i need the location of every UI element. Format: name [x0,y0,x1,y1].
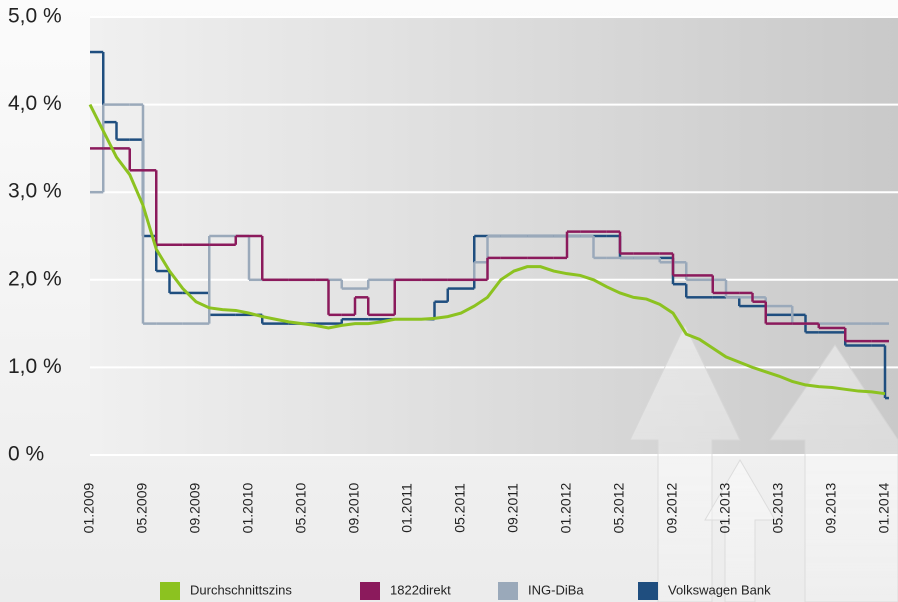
x-tick-label: 01.2010 [240,482,256,533]
x-tick-label: 09.2012 [664,482,680,533]
decorative-arrows [629,323,898,602]
x-tick-label: 05.2009 [134,482,150,533]
y-tick-label: 4,0 % [8,92,62,115]
x-tick-label: 05.2010 [293,482,309,533]
legend-swatch [360,582,380,600]
x-tick-label: 01.2013 [717,482,733,533]
legend-label: Volkswagen Bank [668,582,771,597]
y-tick-label: 1,0 % [8,355,62,378]
legend-swatch [638,582,658,600]
arrow-shape [769,344,898,602]
x-tick-label: 05.2013 [770,482,786,533]
legend-label: ING-DiBa [528,582,584,597]
x-tick-label: 09.2010 [346,482,362,533]
x-tick-label: 01.2012 [558,482,574,533]
line-series [88,103,886,396]
y-tick-label: 3,0 % [8,180,62,203]
x-tick-label: 09.2009 [187,482,203,533]
arrow-shape [704,459,776,602]
x-tick-label: 09.2013 [823,482,839,533]
legend-label: Durchschnittszins [190,582,292,597]
y-tick-label: 5,0 % [8,5,62,28]
legend-label: 1822direkt [390,582,451,597]
x-tick-label: 01.2009 [81,482,97,533]
x-tick-label: 09.2011 [505,483,521,533]
legend-swatch [498,582,518,600]
x-tick-label: 05.2012 [611,482,627,533]
arrow-shape [629,323,741,602]
legend-swatch [160,582,180,600]
y-tick-label: 0 % [8,443,44,466]
x-tick-label: 01.2011 [399,483,415,533]
y-tick-label: 2,0 % [8,267,62,290]
x-tick-label: 01.2014 [876,482,892,533]
x-tick-label: 05.2011 [452,483,468,533]
